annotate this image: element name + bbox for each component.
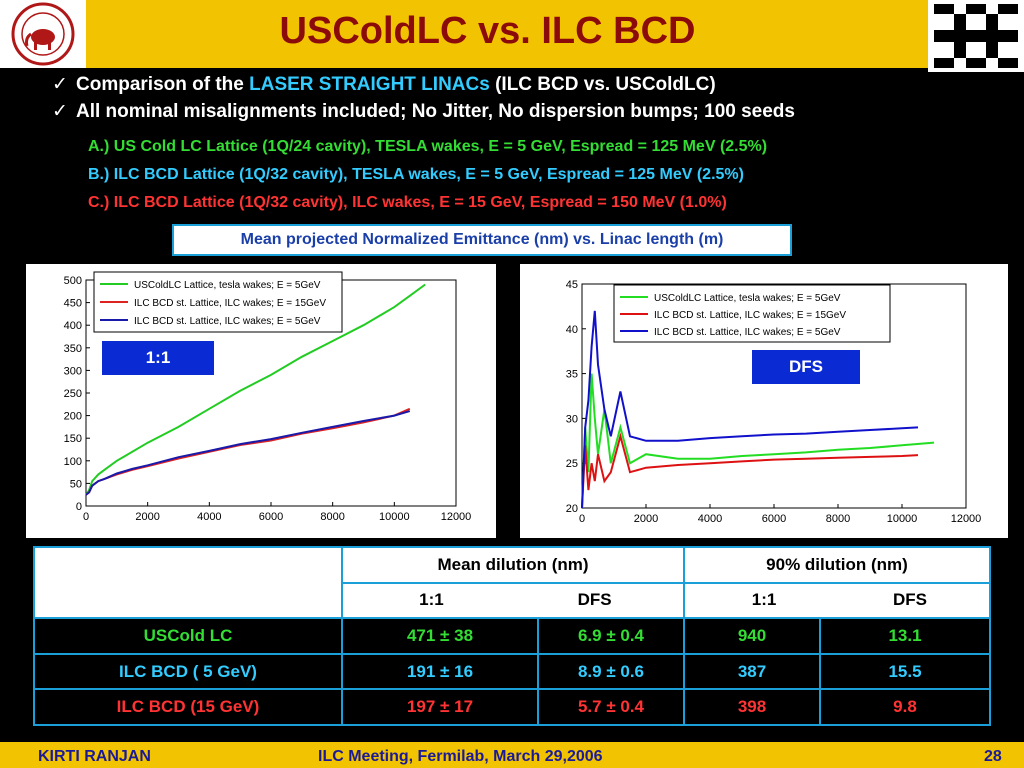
legend-entry: USColdLC Lattice, tesla wakes; E = 5GeV [134, 280, 321, 291]
bullet-misalignments: ✓ All nominal misalignments included; No … [52, 101, 795, 122]
series-line-0 [581, 373, 935, 509]
x-tick-label: 4000 [197, 511, 221, 523]
x-tick-label: 2000 [135, 511, 159, 523]
table-header-row: Mean dilution (nm) 90% dilution (nm) [33, 545, 991, 620]
bullet-comparison: ✓ Comparison of the LASER STRAIGHT LINACs… [52, 74, 716, 95]
footer-page-number: 28 [984, 748, 1002, 765]
chart-dfs-svg: 0 2000 4000 6000 8000 10000 12000 20 25 30 35 40 45 U… [566, 279, 982, 525]
y-tick-label: 45 [566, 279, 578, 291]
y-tick-label: 450 [64, 298, 82, 310]
cell-90-11: 940 [683, 617, 821, 655]
row-label: ILC BCD (15 GeV) [33, 688, 343, 726]
y-tick-label: 400 [64, 320, 82, 332]
y-tick-label: 100 [64, 456, 82, 468]
y-tick-label: 150 [64, 433, 82, 445]
x-tick-label: 8000 [320, 511, 344, 523]
legend-entry: ILC BCD st. Lattice, ILC wakes; E = 5GeV [134, 316, 321, 327]
row-label: ILC BCD ( 5 GeV) [33, 652, 343, 691]
checkmark-icon: ✓ [52, 74, 68, 95]
x-tick-label: 12000 [951, 513, 982, 525]
legend-entry: ILC BCD st. Lattice, ILC wakes; E = 15Ge… [134, 298, 326, 309]
legend-entry: ILC BCD st. Lattice, ILC wakes; E = 15Ge… [654, 310, 846, 321]
chart-caption: Mean projected Normalized Emittance (nm)… [172, 224, 792, 256]
series-line-2 [581, 310, 919, 509]
y-tick-label: 350 [64, 343, 82, 355]
table-row: USCold LC 471 ± 38 6.9 ± 0.4 940 13.1 [33, 617, 991, 655]
cell-mean-11: 191 ± 16 [341, 652, 539, 691]
case-c: C.) ILC BCD Lattice (1Q/32 cavity), ILC … [88, 194, 727, 211]
checkmark-icon: ✓ [52, 101, 68, 122]
cell-mean-dfs: 5.7 ± 0.4 [537, 688, 685, 726]
chart-one-to-one: 0 2000 4000 6000 8000 10000 12000 0 50 100 150 200 2… [26, 264, 496, 538]
header-mean-dilution: Mean dilution (nm) [341, 546, 685, 584]
x-tick-label: 2000 [634, 513, 658, 525]
cell-mean-11: 197 ± 17 [341, 688, 539, 726]
x-tick-label: 0 [83, 511, 89, 523]
table-row: ILC BCD ( 5 GeV) 191 ± 16 8.9 ± 0.6 387 … [33, 652, 991, 691]
series-line-1 [581, 432, 919, 509]
slide-title: USColdLC vs. ILC BCD [279, 10, 696, 52]
footer-bar: KIRTI RANJAN ILC Meeting, Fermilab, Marc… [0, 742, 1024, 768]
x-tick-label: 12000 [441, 511, 472, 523]
cell-90-dfs: 13.1 [819, 617, 991, 655]
tag-one-to-one: 1:1 [102, 341, 214, 375]
fermilab-logo [928, 0, 1024, 72]
subheader-90: 1:1 DFS [683, 581, 991, 620]
subheader-mean-dfs: DFS [577, 590, 612, 610]
y-tick-label: 300 [64, 365, 82, 377]
footer-meeting: ILC Meeting, Fermilab, March 29,2006 [318, 748, 603, 765]
y-tick-label: 20 [566, 503, 578, 515]
cell-mean-11: 471 ± 38 [341, 617, 539, 655]
footer-author: KIRTI RANJAN [38, 748, 151, 765]
table-header-blank [33, 545, 343, 620]
x-tick-label: 4000 [698, 513, 722, 525]
legend-entry: ILC BCD st. Lattice, ILC wakes; E = 5GeV [654, 327, 841, 338]
results-table: Mean dilution (nm) 90% dilution (nm) 1:1… [33, 545, 991, 726]
x-tick-label: 6000 [762, 513, 786, 525]
legend-entry: USColdLC Lattice, tesla wakes; E = 5GeV [654, 293, 841, 304]
series-line-0 [85, 283, 426, 496]
table-row: ILC BCD (15 GeV) 197 ± 17 5.7 ± 0.4 398 … [33, 688, 991, 726]
header-90-dilution: 90% dilution (nm) [683, 546, 991, 584]
tag-dfs: DFS [752, 350, 860, 384]
subheader-90-dfs: DFS [892, 590, 927, 610]
y-tick-label: 200 [64, 411, 82, 423]
cell-mean-dfs: 8.9 ± 0.6 [537, 652, 685, 691]
case-b: B.) ILC BCD Lattice (1Q/32 cavity), TESL… [88, 166, 744, 183]
chart-dfs: 0 2000 4000 6000 8000 10000 12000 20 25 30 35 40 45 U… [520, 264, 1008, 538]
case-a: A.) US Cold LC Lattice (1Q/24 cavity), T… [88, 138, 768, 155]
y-tick-label: 40 [566, 324, 578, 336]
x-tick-label: 10000 [887, 513, 918, 525]
chart-one-to-one-svg: 0 2000 4000 6000 8000 10000 12000 0 50 100 150 200 2… [64, 271, 472, 523]
y-tick-label: 25 [566, 458, 578, 470]
y-tick-label: 50 [70, 478, 82, 490]
y-tick-label: 500 [64, 275, 82, 287]
y-tick-label: 0 [76, 501, 82, 513]
cell-90-dfs: 9.8 [819, 688, 991, 726]
highlight-text: LASER STRAIGHT LINACs [249, 74, 490, 95]
series-line-2 [85, 410, 411, 496]
y-tick-label: 30 [566, 413, 578, 425]
x-tick-label: 8000 [826, 513, 850, 525]
x-tick-label: 10000 [379, 511, 410, 523]
subheader-mean-11: 1:1 [419, 590, 444, 610]
legend-box [93, 271, 343, 333]
x-tick-label: 0 [579, 513, 585, 525]
cell-90-11: 398 [683, 688, 821, 726]
legend-box [613, 284, 891, 343]
cell-90-11: 387 [683, 652, 821, 691]
y-tick-label: 250 [64, 388, 82, 400]
y-tick-label: 35 [566, 369, 578, 381]
cell-90-dfs: 15.5 [819, 652, 991, 691]
row-label: USCold LC [33, 617, 343, 655]
x-tick-label: 6000 [259, 511, 283, 523]
subheader-90-11: 1:1 [751, 590, 777, 610]
university-seal-logo [0, 0, 86, 68]
title-bar [0, 0, 1024, 68]
subheader-mean: 1:1 DFS [341, 581, 685, 620]
cell-mean-dfs: 6.9 ± 0.4 [537, 617, 685, 655]
